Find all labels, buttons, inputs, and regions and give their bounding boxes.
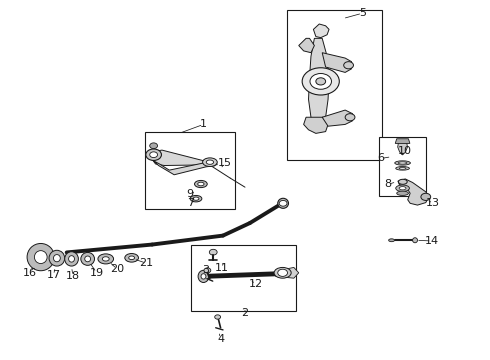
- Text: 20: 20: [110, 264, 124, 274]
- Polygon shape: [299, 39, 315, 53]
- Circle shape: [345, 114, 355, 121]
- Circle shape: [302, 68, 339, 95]
- Ellipse shape: [396, 185, 410, 192]
- Bar: [145, 132, 235, 209]
- Circle shape: [310, 73, 331, 89]
- Bar: [379, 137, 426, 196]
- Text: 4: 4: [217, 333, 224, 343]
- Ellipse shape: [398, 179, 407, 184]
- Text: 21: 21: [139, 258, 153, 268]
- Text: 14: 14: [425, 236, 439, 246]
- Ellipse shape: [198, 270, 209, 283]
- Polygon shape: [322, 110, 352, 126]
- Ellipse shape: [27, 243, 54, 271]
- Polygon shape: [154, 161, 217, 175]
- Text: 5: 5: [359, 8, 366, 18]
- Ellipse shape: [278, 198, 289, 208]
- Ellipse shape: [195, 180, 207, 188]
- Ellipse shape: [413, 238, 417, 243]
- Ellipse shape: [395, 161, 411, 165]
- Ellipse shape: [398, 162, 407, 164]
- Polygon shape: [314, 24, 329, 38]
- Ellipse shape: [397, 191, 409, 195]
- Text: 17: 17: [47, 270, 61, 280]
- Text: 13: 13: [426, 198, 440, 208]
- Polygon shape: [309, 39, 329, 125]
- Ellipse shape: [69, 256, 74, 262]
- Polygon shape: [395, 139, 410, 143]
- Ellipse shape: [399, 167, 406, 169]
- Ellipse shape: [129, 256, 135, 260]
- Ellipse shape: [396, 167, 410, 170]
- Text: 12: 12: [249, 279, 263, 289]
- Text: 16: 16: [23, 267, 37, 278]
- Text: 11: 11: [215, 263, 228, 273]
- Ellipse shape: [201, 274, 206, 279]
- Text: 8: 8: [385, 179, 392, 189]
- Ellipse shape: [53, 255, 60, 262]
- Circle shape: [421, 193, 431, 201]
- Circle shape: [279, 201, 287, 206]
- Polygon shape: [398, 179, 429, 205]
- Text: 3: 3: [202, 265, 209, 275]
- Polygon shape: [150, 150, 217, 166]
- Circle shape: [209, 249, 217, 255]
- Circle shape: [146, 149, 161, 161]
- Text: 9: 9: [187, 189, 194, 199]
- Ellipse shape: [202, 158, 217, 166]
- Circle shape: [150, 152, 158, 158]
- Circle shape: [278, 269, 288, 276]
- Polygon shape: [398, 141, 408, 155]
- Polygon shape: [276, 267, 299, 278]
- Ellipse shape: [206, 160, 214, 164]
- Text: 10: 10: [398, 146, 412, 156]
- Text: 19: 19: [89, 267, 103, 278]
- Bar: [287, 10, 382, 160]
- Ellipse shape: [49, 250, 65, 266]
- Text: 6: 6: [377, 153, 384, 163]
- Ellipse shape: [81, 252, 95, 265]
- Ellipse shape: [85, 256, 91, 262]
- Circle shape: [343, 62, 353, 69]
- Polygon shape: [304, 117, 328, 134]
- Circle shape: [204, 268, 211, 273]
- Circle shape: [215, 315, 220, 319]
- Circle shape: [150, 143, 158, 149]
- Ellipse shape: [190, 195, 202, 202]
- Text: 1: 1: [200, 120, 207, 129]
- Ellipse shape: [389, 239, 394, 242]
- Ellipse shape: [193, 197, 199, 200]
- Text: 2: 2: [242, 309, 248, 318]
- Text: 7: 7: [187, 198, 194, 208]
- Ellipse shape: [125, 253, 139, 262]
- Polygon shape: [322, 53, 351, 72]
- Bar: [191, 244, 296, 311]
- Ellipse shape: [197, 182, 204, 186]
- Ellipse shape: [65, 252, 78, 266]
- Ellipse shape: [399, 186, 406, 190]
- Ellipse shape: [98, 254, 114, 264]
- Ellipse shape: [274, 267, 291, 278]
- Text: 15: 15: [218, 158, 231, 168]
- Circle shape: [316, 78, 326, 85]
- Text: 18: 18: [66, 271, 80, 281]
- Ellipse shape: [102, 257, 109, 261]
- Ellipse shape: [34, 251, 47, 264]
